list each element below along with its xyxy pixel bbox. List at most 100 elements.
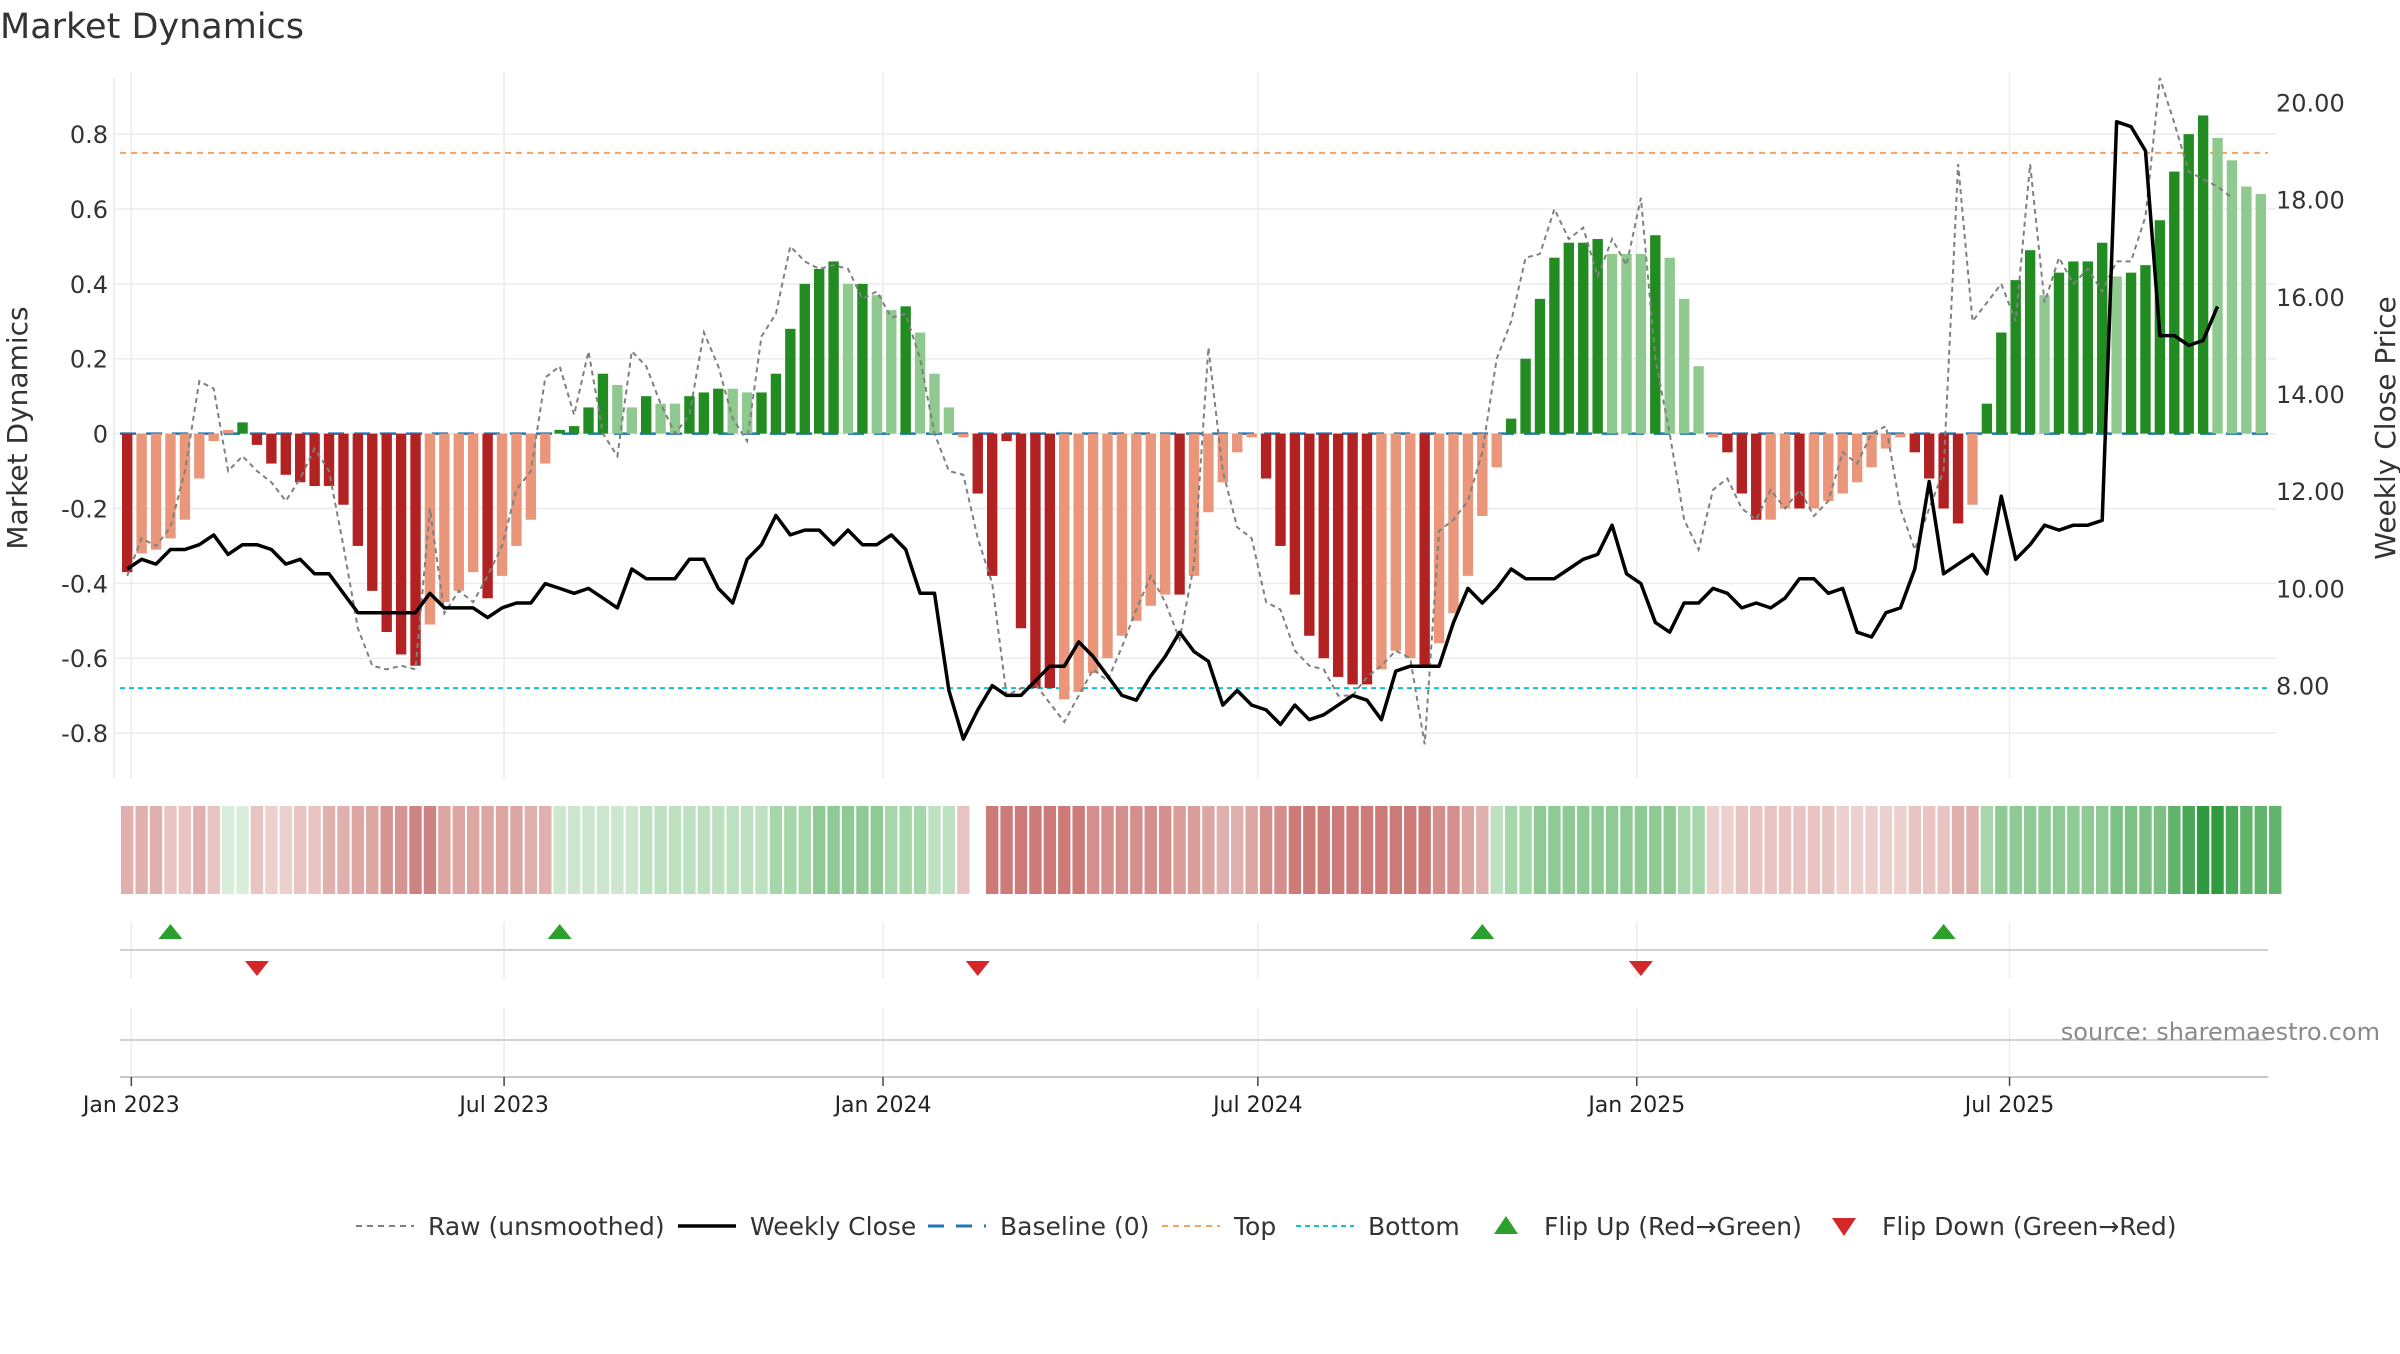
- dynamics-bar: [2082, 261, 2093, 434]
- regime-cell: [1447, 806, 1460, 894]
- regime-cell: [567, 806, 581, 894]
- regime-cell: [1692, 806, 1705, 894]
- regime-cell: [654, 806, 667, 894]
- regime-cell: [812, 806, 826, 894]
- regime-cell: [2254, 806, 2267, 894]
- dynamics-bar: [568, 426, 580, 434]
- flip-down-marker: [965, 961, 990, 976]
- regime-cell: [1101, 806, 1114, 894]
- regime-cell: [1360, 806, 1374, 894]
- regime-cell: [236, 806, 249, 894]
- chart-title: Market Dynamics: [0, 7, 304, 47]
- dynamics-bar: [799, 283, 810, 434]
- regime-cell: [582, 806, 595, 894]
- dynamics-bar: [367, 433, 378, 591]
- dynamics-bar: [266, 433, 277, 464]
- legend-bottom: Bottom: [1296, 1212, 1460, 1241]
- y-axis-ticks: -0.8 -0.6 -0.4 -0.2 0 0.2 0.4 0.6 0.8: [61, 121, 108, 748]
- regime-cell: [1058, 806, 1071, 894]
- regime-cell: [611, 806, 624, 894]
- dynamics-bar: [943, 407, 955, 434]
- regime-cell: [1620, 806, 1633, 894]
- dynamics-bar: [280, 433, 291, 475]
- dynamics-bar: [756, 392, 767, 434]
- dynamics-bar: [626, 407, 637, 434]
- dynamics-bar: [122, 433, 133, 573]
- weekly-close-series: [126, 119, 2220, 741]
- bottom-panel: [120, 1039, 2268, 1078]
- dynamics-bar: [338, 433, 349, 505]
- regime-cell: [769, 806, 783, 894]
- dynamics-bar: [842, 283, 854, 434]
- dynamics-bar: [1823, 433, 1834, 501]
- regime-cell: [1850, 806, 1864, 894]
- dynamics-bar: [655, 403, 666, 434]
- y2-axis-ticks: 8.00 10.00 12.00 14.00 16.00 18.00 20.00: [2276, 89, 2345, 700]
- dynamics-bar: [1635, 253, 1647, 434]
- regime-cell: [668, 806, 682, 894]
- regime-cell: [899, 806, 912, 894]
- regime-cell: [438, 806, 451, 894]
- regime-cell: [1865, 806, 1878, 894]
- dynamics-bar: [2255, 194, 2266, 434]
- regime-cell: [1029, 806, 1042, 894]
- regime-cell: [1432, 806, 1446, 894]
- regime-cell: [1202, 806, 1215, 894]
- regime-cell: [1577, 806, 1590, 894]
- regime-cell: [1014, 806, 1028, 894]
- dynamics-bar: [1131, 433, 1142, 621]
- regime-cell: [337, 806, 350, 894]
- regime-cell: [1418, 806, 1431, 894]
- regime-cell: [1259, 806, 1273, 894]
- dynamics-bar: [640, 396, 652, 434]
- weekly-close-line: [126, 119, 2220, 741]
- dynamics-bar: [424, 433, 436, 625]
- dynamics-bar: [179, 433, 191, 520]
- dynamics-bar: [1880, 433, 1892, 449]
- regime-cell: [639, 806, 653, 894]
- x-axis-ticks: Jan 2023 Jul 2023 Jan 2024 Jul 2024 Jan 2025…: [81, 1077, 2054, 1118]
- y-tick-label: 0.6: [70, 196, 108, 224]
- regime-cell: [1793, 806, 1806, 894]
- dynamics-bar: [698, 392, 710, 434]
- regime-cell: [2139, 806, 2152, 894]
- dynamics-bar: [727, 388, 738, 434]
- dynamics-bar: [1794, 433, 1805, 509]
- dynamics-bar: [914, 332, 926, 434]
- regime-cell: [1822, 806, 1835, 894]
- dynamics-bar: [1174, 433, 1185, 595]
- dynamics-bar: [1909, 433, 1920, 453]
- regime-cell: [2110, 806, 2123, 894]
- regime-cell: [1504, 806, 1518, 894]
- y2-tick-label: 16.00: [2276, 284, 2345, 312]
- regime-cell: [452, 806, 465, 894]
- regime-cell: [1072, 806, 1085, 894]
- dynamics-bar: [2053, 272, 2065, 434]
- regime-cell: [2225, 806, 2239, 894]
- dynamics-bar: [1808, 433, 1820, 509]
- regime-cell: [1750, 806, 1763, 894]
- dynamics-bar: [1477, 433, 1488, 516]
- dynamics-bar: [1520, 358, 1531, 434]
- dynamics-bar: [1491, 433, 1502, 468]
- y2-axis-label: Weekly Close Price: [2369, 296, 2400, 559]
- legend: Raw (unsmoothed) Weekly Close Baseline (0)…: [356, 1212, 2177, 1241]
- regime-cell: [322, 806, 336, 894]
- regime-cell: [1404, 806, 1417, 894]
- y-tick-label: -0.6: [61, 645, 108, 673]
- dynamics-bar: [986, 433, 998, 576]
- legend-baseline: Baseline (0): [928, 1212, 1149, 1241]
- dynamics-bar: [1837, 433, 1848, 494]
- dynamics-bar: [813, 268, 825, 434]
- dynamics-bar: [136, 433, 147, 554]
- dynamics-bar: [1361, 433, 1373, 685]
- dynamics-bar: [2169, 171, 2180, 434]
- flip-markers-panel: [120, 924, 2268, 976]
- regime-cell: [279, 806, 292, 894]
- dynamics-bar: [1217, 433, 1229, 483]
- regime-cell: [164, 806, 177, 894]
- regime-cell: [1634, 806, 1648, 894]
- regime-cell: [2153, 806, 2167, 894]
- regime-cell: [1894, 806, 1907, 894]
